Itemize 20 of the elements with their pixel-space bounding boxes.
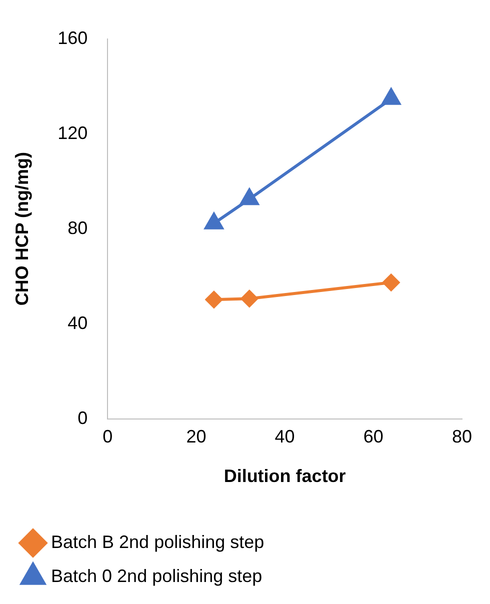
x-tick-label: 20 [186,426,206,447]
point [382,88,400,105]
y-axis-title: CHO HCP (ng/mg) [12,152,32,306]
x-tick-label: 60 [363,426,384,447]
point [382,274,400,291]
y-tick-label: 120 [58,122,88,143]
x-tick-label: 80 [452,426,472,447]
y-tick-label: 40 [68,312,88,333]
legend-label: Batch B 2nd polishing step [51,532,264,552]
y-tick-label: 160 [58,28,88,48]
point [205,291,222,308]
legend-label: Batch 0 2nd polishing step [51,566,262,586]
x-tick-label: 0 [102,426,113,447]
point [204,212,224,230]
y-tick-label: 0 [78,408,88,428]
x-axis-title: Dilution factor [224,466,346,486]
x-tick-label: 40 [274,426,295,447]
y-tick-label: 80 [68,218,88,238]
point [240,188,259,206]
point [240,290,258,308]
